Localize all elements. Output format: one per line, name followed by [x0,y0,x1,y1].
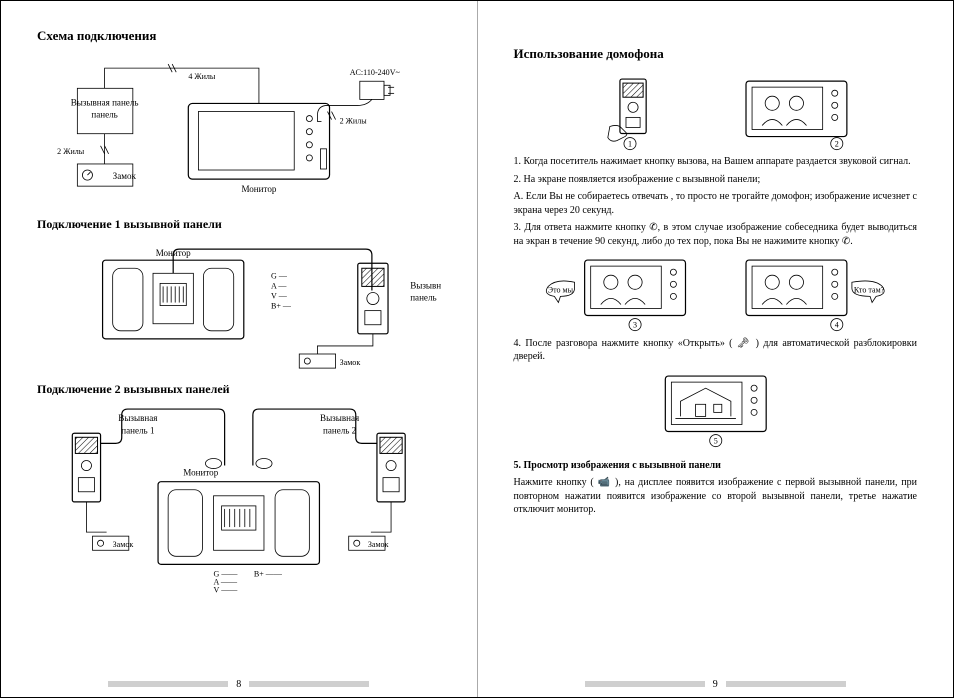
p2a: A. Если Вы не собираетесь отвечать , то … [514,190,918,217]
svg-text:V —: V — [271,292,288,301]
handset-icon: ✆ [649,222,657,233]
left-footer: 8 [1,678,477,692]
svg-text:3: 3 [633,321,637,330]
svg-text:1: 1 [628,139,632,148]
svg-text:V ——: V —— [214,586,239,595]
left-page-num: 8 [236,678,241,692]
svg-text:2: 2 [834,139,838,148]
svg-text:4: 4 [834,321,838,330]
p1: 1. Когда посетитель нажимает кнопку вызо… [514,155,918,169]
right-title: Использование домофона [514,45,918,63]
p5: Нажмите кнопку ( 📹 ), на дисплее появитс… [514,476,918,517]
page-spread: Схема подключения Вызывная панель панель… [0,0,954,698]
dual-panel-diagram: Вызывная панель 1 Вызывная панель 2 Мони… [37,403,441,595]
svg-text:5: 5 [713,437,717,446]
wires2b-label: 2 Жилы [340,116,368,125]
right-page: Использование домофона 1 2 1. Когда посе… [478,1,954,697]
speech-left: Это мы [547,286,573,295]
d3-lock1: Замок [113,541,134,550]
handset-icon-2: ✆ [842,236,850,247]
sub5: 5. Просмотр изображения с вызывной панел… [514,459,918,473]
d3-lock2: Замок [368,541,389,550]
svg-text:Вызывная: Вызывная [320,414,359,424]
camera-icon: 📹 [597,477,611,488]
single-panel-diagram: Монитор Вызывная панель G — A — V — B+ — [37,238,441,369]
wires4-label: 4 Жилы [188,72,216,81]
svg-text:A —: A — [271,281,287,290]
usage-row3: 5 [514,368,918,449]
d2-lock-label: Замок [340,358,361,367]
svg-text:панель: панель [91,109,117,119]
svg-text:B+ ——: B+ —— [254,570,283,579]
p2: 2. На экране появляется изображение с вы… [514,173,918,187]
left-title: Схема подключения [37,27,441,45]
sub1-title: Подключение 1 вызывной панели [37,216,441,232]
monitor-label: Монитор [241,184,276,194]
p4: 4. После разговора нажмите кнопку «Откры… [514,337,918,364]
left-page: Схема подключения Вызывная панель панель… [1,1,477,697]
call-panel-label: Вызывная панель [71,97,139,107]
right-page-num: 9 [713,678,718,692]
svg-text:B+ —: B+ — [271,302,292,311]
lock-label: Замок [113,171,137,181]
usage-row1: 1 2 [514,71,918,152]
d3-monitor-label: Монитор [183,468,218,478]
usage-row2: Это мы 3 Кто там? 4 [514,252,918,333]
wires2a-label: 2 Жилы [57,146,85,155]
d2-panel-label: Вызывная [410,280,440,290]
svg-text:панель 1: панель 1 [121,426,154,436]
sub2-title: Подключение 2 вызывных панелей [37,381,441,397]
svg-text:G —: G — [271,271,288,280]
svg-text:панель 2: панель 2 [323,426,357,436]
ac-label: AC:110-240V~ [350,68,401,77]
p3: 3. Для ответа нажмите кнопку ✆, в этом с… [514,221,918,248]
svg-text:Вызывная: Вызывная [118,414,157,424]
speech-right: Кто там? [853,286,884,295]
key-icon: 🗝 [737,338,752,349]
right-footer: 9 [478,678,954,692]
connection-diagram: Вызывная панель панель 4 Жилы AC:110-240… [37,53,441,204]
svg-text:панель: панель [410,293,436,303]
